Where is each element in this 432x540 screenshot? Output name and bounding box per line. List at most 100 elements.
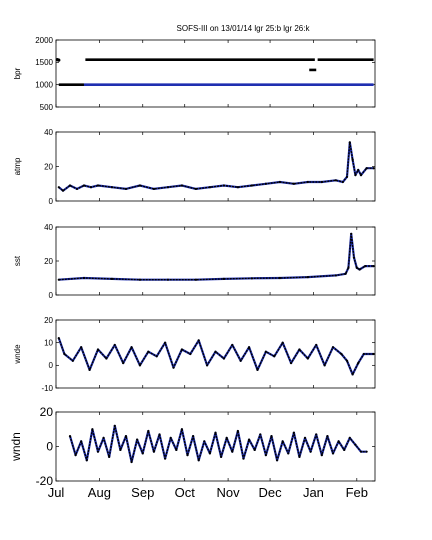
data-point [75,187,79,191]
data-point [345,175,349,178]
data-point [82,184,86,187]
panel-wndn: -20 0 20 wndn [9,405,376,488]
data-point [362,352,365,356]
data-point [359,174,363,177]
data-point [315,343,318,347]
data-point [119,448,122,452]
data-point [166,278,170,281]
data-point [347,266,350,269]
y-tick-label: 500 [40,103,54,112]
data-point [74,454,77,457]
data-point [292,431,295,434]
data-point [278,180,281,184]
data-point [130,460,133,464]
panel-bpr: 500 1000 1500 2000 bpr [13,36,376,112]
data-point [264,182,267,185]
data-point [141,452,144,455]
series-line-k [58,337,374,376]
axes-box [55,39,376,108]
data-point [236,429,239,433]
series-line-b [68,424,367,464]
series-line-k [58,233,374,281]
data-point [110,277,114,280]
data-point [372,265,375,268]
data-point [341,180,344,184]
data-point [113,343,116,347]
x-tick-label: Aug [88,485,111,500]
y-tick-label: 0 [46,440,53,454]
data-point [57,58,61,62]
y-axis-label: atmp [13,157,22,175]
data-point [169,436,172,439]
data-point [348,141,351,144]
data-point [357,168,360,172]
data-point [289,361,293,365]
panel-sst: 0 20 40 sst [13,223,376,300]
data-point [208,452,212,455]
data-point [180,348,184,351]
y-axis-label: wndn [9,432,23,462]
axes-box [55,131,376,202]
data-point [57,278,60,281]
data-point [340,352,343,356]
data-point [80,440,83,443]
data-point [155,355,158,358]
data-point [358,268,361,271]
data-point [82,276,86,280]
data-point [309,450,312,453]
data-point [281,440,284,443]
data-point [355,266,358,269]
data-point [110,186,114,189]
y-axis-label: sst [13,255,22,266]
data-point [108,455,111,458]
x-tick-label: Dec [259,485,283,500]
data-point [365,450,368,453]
data-point [344,272,347,275]
data-point [236,186,239,189]
data-point [259,433,262,436]
data-point [351,373,354,376]
data-point [122,361,125,365]
data-point [197,459,200,462]
data-point [85,459,88,462]
data-point [130,346,133,349]
x-tick-label: Jan [303,485,324,500]
y-tick-label: 1000 [35,80,53,89]
y-tick-label: 40 [44,128,53,137]
data-point [331,346,335,349]
series-line-b [58,232,374,281]
data-point [359,450,363,453]
x-tick-label: Jul [48,485,65,500]
data-point [239,359,242,362]
x-tick-label: Oct [175,485,196,500]
data-point [186,454,189,457]
data-point [351,158,354,161]
data-point [247,438,251,441]
data-point [253,448,256,452]
x-tick-label: Sep [131,485,154,500]
y-tick-label: 10 [44,338,53,347]
data-point [88,368,91,371]
data-point [222,357,225,360]
data-point [287,452,290,455]
data-point [91,428,94,431]
data-point [320,454,323,457]
data-point [102,436,105,439]
data-point [203,440,206,443]
data-point [147,429,150,433]
data-point [364,265,367,268]
data-point [80,346,83,349]
data-point [124,187,128,191]
data-point [96,450,100,453]
data-point [323,364,326,367]
data-point [275,459,279,462]
data-point [278,276,281,280]
data-point [354,443,357,446]
data-point [292,182,295,185]
data-point [303,436,307,439]
data-point [242,457,245,460]
data-point [96,348,100,351]
series-line-k [69,425,367,463]
data-point [180,184,184,187]
series-line-b [58,141,374,192]
